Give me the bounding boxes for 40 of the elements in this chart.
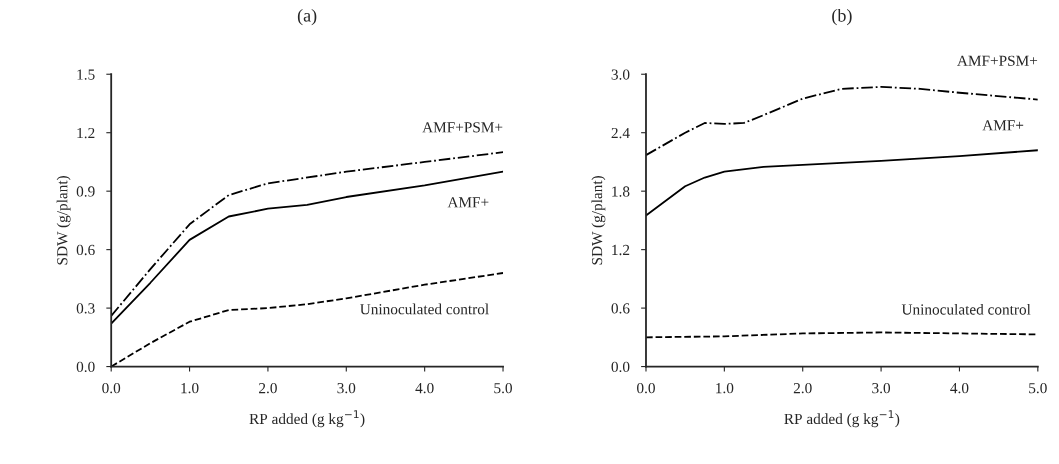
x-tick-label: 5.0 [1029, 382, 1047, 394]
y-axis-title: SDW (g/plant) [591, 176, 606, 265]
x-tick-label: 4.0 [950, 382, 969, 394]
x-tick-label: 4.0 [415, 382, 434, 394]
y-tick-label: 0.9 [76, 186, 95, 197]
series-label: Uninoculated control [901, 303, 1031, 315]
line-series [111, 170, 504, 325]
line-series [645, 86, 1038, 157]
y-tick-label: 0.0 [611, 361, 630, 373]
y-tick-label: 2.4 [611, 127, 630, 139]
x-tick-label: 3.0 [872, 382, 891, 394]
line-series [645, 149, 1038, 217]
x-tick-label: 5.0 [494, 382, 512, 394]
series-label: Uninoculated control [360, 303, 489, 315]
y-axis-title: SDW (g/plant) [56, 176, 71, 265]
y-tick-label: 0.6 [611, 303, 630, 314]
series-label: AMF+PSM+ [422, 122, 503, 133]
y-tick-label: 1.2 [612, 244, 630, 256]
x-axis-title: RP added (g kg$^{−1}$) [249, 410, 365, 428]
x-tick-label: 2.0 [259, 382, 277, 394]
y-tick-label: 1.8 [612, 186, 630, 197]
x-axis-title: RP added (g kg$^{−1}$) [784, 410, 900, 428]
y-tick-label: 0.3 [76, 303, 95, 314]
x-tick-label: 1.0 [181, 382, 199, 394]
series-label: AMF+PSM+ [957, 55, 1038, 66]
y-tick-label: 1.2 [77, 127, 95, 139]
line-series [111, 151, 504, 317]
x-tick-label: 0.0 [102, 382, 121, 394]
y-tick-label: 0.6 [76, 244, 95, 256]
y-tick-label: 1.5 [77, 69, 95, 80]
series-label: AMF+ [982, 120, 1024, 131]
y-tick-label: 0.0 [76, 361, 95, 373]
chart-title: (a) [297, 8, 317, 26]
y-tick-label: 3.0 [611, 69, 630, 80]
x-tick-label: 1.0 [716, 382, 734, 394]
chart-title: (b) [832, 8, 852, 26]
x-tick-label: 3.0 [337, 382, 356, 394]
x-tick-label: 0.0 [637, 382, 655, 394]
series-label: AMF+ [447, 197, 489, 208]
x-tick-label: 2.0 [793, 382, 812, 394]
